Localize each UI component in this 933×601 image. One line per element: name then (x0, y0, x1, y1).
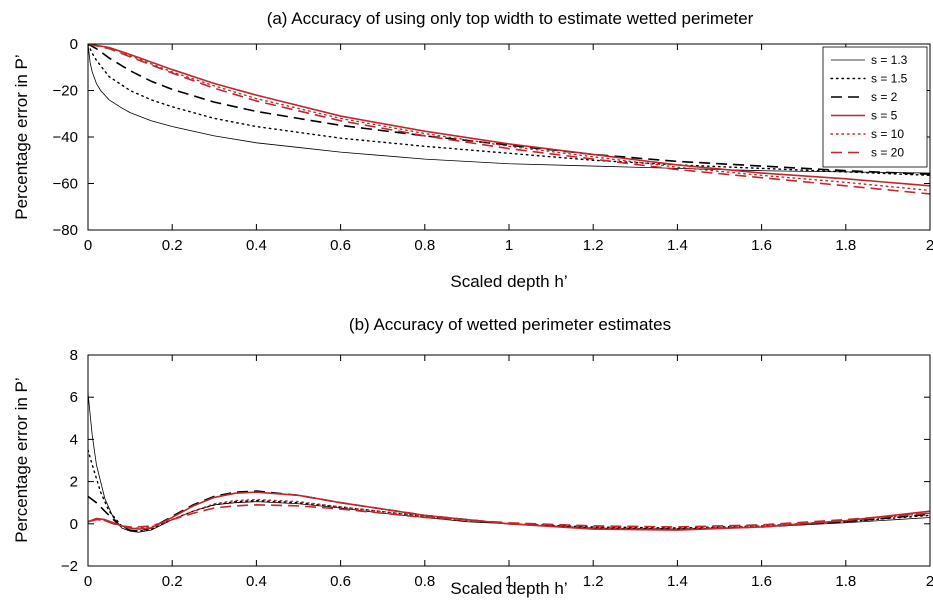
panel-a-x-tick-label: 1.6 (751, 237, 772, 254)
panel-a-series-3-line (88, 44, 930, 175)
panel-a-x-tick-label: 0 (84, 237, 92, 254)
legend-label-1: s = 1.3 (871, 53, 908, 67)
panel-b-x-tick-label: 1.2 (583, 573, 604, 590)
panel-b-y-tick-label: 0 (70, 516, 78, 533)
panel-a-y-tick-label: −80 (53, 222, 78, 239)
panel-a-y-tick-label: −60 (53, 176, 78, 193)
panel-a-series-2-line (88, 44, 930, 177)
panel-a: (a) Accuracy of using only top width to … (12, 9, 933, 291)
panel-a-series-6-line (88, 44, 930, 195)
legend-box (822, 46, 928, 168)
legend-label-4: s = 5 (871, 109, 898, 123)
panel-b: (b) Accuracy of wetted perimeter estimat… (12, 315, 933, 598)
panel-b-series-4-line (88, 491, 930, 531)
panel-a-y-tick-label: −20 (53, 83, 78, 100)
panel-a-x-ticks: 0 0.2 0.4 0.6 0.8 1 1.2 1.4 1.6 1.8 2 (84, 44, 933, 254)
panel-b-y-axis-label: Percentage error in P’ (12, 377, 31, 542)
panel-a-x-tick-label: 1.2 (583, 237, 604, 254)
panel-b-x-tick-label: 1 (505, 573, 513, 590)
panel-a-x-tick-label: 1.4 (667, 237, 688, 254)
legend: s = 1.3 s = 1.5 s = 2 s = 5 s = 10 s = 20 (822, 46, 928, 168)
panel-b-title: (b) Accuracy of wetted perimeter estimat… (349, 315, 671, 334)
panel-b-x-tick-label: 0.4 (246, 573, 267, 590)
panel-a-series-4-line (88, 44, 930, 187)
legend-label-2: s = 1.5 (871, 72, 908, 86)
panel-a-y-tick-label: 0 (70, 36, 78, 53)
panel-b-y-ticks: −2 0 2 4 6 8 (61, 347, 930, 575)
panel-b-series-6-line (88, 504, 930, 528)
panel-a-series-5-line (88, 44, 930, 192)
panel-b-x-tick-label: 0 (84, 573, 92, 590)
panel-b-series-3-line (88, 490, 930, 532)
panel-b-series-1-line (88, 392, 930, 533)
panel-b-x-tick-label: 1.8 (835, 573, 856, 590)
panel-a-x-axis-label: Scaled depth h’ (450, 272, 567, 291)
panel-b-x-tick-label: 1.6 (751, 573, 772, 590)
panel-a-axes-box (87, 43, 931, 231)
panel-b-x-tick-label: 2 (926, 573, 933, 590)
panel-a-x-tick-label: 0.4 (246, 237, 267, 254)
panel-a-x-tick-label: 0.8 (414, 237, 435, 254)
panel-b-y-tick-label: 6 (70, 389, 78, 406)
panel-b-x-axis-label: Scaled depth h’ (450, 579, 567, 598)
panel-b-x-tick-label: 0.6 (330, 573, 351, 590)
panel-a-title: (a) Accuracy of using only top width to … (267, 9, 754, 28)
panel-b-x-ticks: 0 0.2 0.4 0.6 0.8 1 1.2 1.4 1.6 1.8 2 (84, 355, 933, 590)
panel-b-series-2-line (88, 449, 930, 532)
panel-b-axes-box (87, 354, 931, 567)
panel-a-x-tick-label: 1 (505, 237, 513, 254)
panel-b-x-tick-label: 1.4 (667, 573, 688, 590)
legend-label-6: s = 20 (871, 146, 904, 160)
panel-a-plot-area (88, 44, 930, 195)
panel-b-y-tick-label: 2 (70, 474, 78, 491)
panel-b-y-tick-label: 8 (70, 347, 78, 364)
panel-a-x-tick-label: 1.8 (835, 237, 856, 254)
panel-a-x-tick-label: 0.6 (330, 237, 351, 254)
panel-b-plot-area (88, 392, 930, 533)
panel-b-y-tick-label: −2 (61, 558, 78, 575)
panel-a-y-tick-label: −40 (53, 129, 78, 146)
panel-a-y-ticks: −80 −60 −40 −20 0 (53, 36, 930, 239)
panel-b-x-tick-label: 0.2 (162, 573, 183, 590)
legend-label-3: s = 2 (871, 90, 898, 104)
panel-b-x-tick-label: 0.8 (414, 573, 435, 590)
panel-a-y-axis-label: Percentage error in P’ (12, 54, 31, 219)
panel-a-x-tick-label: 2 (926, 237, 933, 254)
panel-a-series-1-line (88, 44, 930, 174)
panel-b-series-5-line (88, 498, 930, 530)
panel-a-x-tick-label: 0.2 (162, 237, 183, 254)
legend-label-5: s = 10 (871, 127, 904, 141)
panel-b-y-tick-label: 4 (70, 431, 78, 448)
